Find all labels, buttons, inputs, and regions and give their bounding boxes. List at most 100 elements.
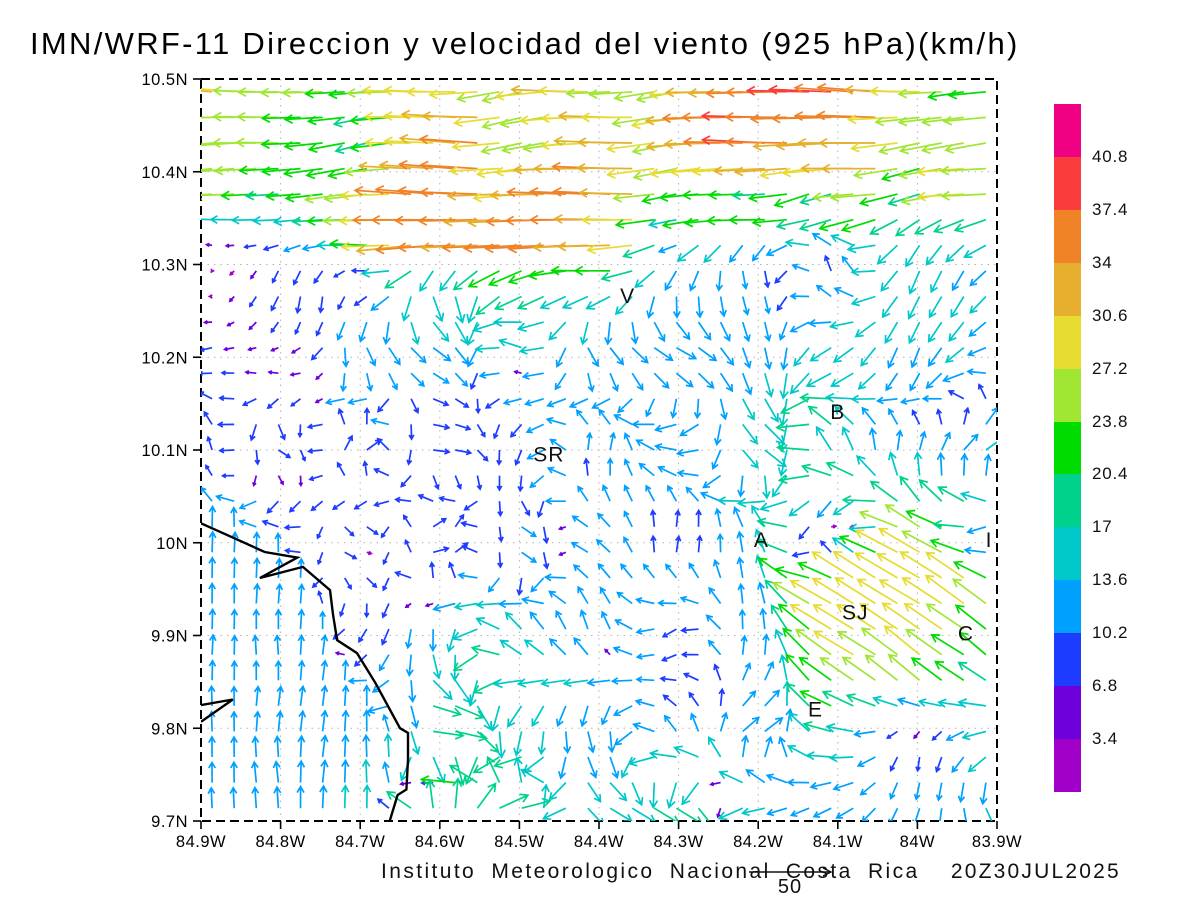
- y-tick-label: 10.2N: [141, 349, 188, 367]
- wind-arrow: [911, 409, 921, 425]
- wind-arrow: [887, 347, 899, 369]
- wind-arrow: [596, 512, 611, 528]
- wind-arrow: [936, 451, 946, 476]
- wind-arrow: [815, 110, 876, 121]
- wind-arrow: [283, 524, 301, 531]
- wind-arrow: [283, 141, 323, 151]
- station-label-i: I: [986, 529, 993, 552]
- wind-arrow: [824, 392, 854, 403]
- wind-arrow: [229, 760, 238, 783]
- wind-arrow: [478, 371, 500, 379]
- wind-arrow: [253, 710, 262, 732]
- wind-arrow: [381, 761, 390, 783]
- wind-arrow: [676, 244, 700, 262]
- wind-arrow: [288, 500, 302, 513]
- wind-arrow: [208, 659, 217, 681]
- wind-arrow: [759, 607, 768, 630]
- wind-arrow: [631, 782, 644, 807]
- wind-arrow: [499, 793, 530, 809]
- wind-arrow: [631, 347, 649, 364]
- wind-arrow: [583, 457, 590, 476]
- footer: Instituto Meteorologico Nacional Costa R…: [381, 860, 1121, 884]
- wind-arrow: [755, 538, 788, 554]
- wind-arrow: [572, 564, 589, 579]
- wind-arrow: [439, 270, 456, 292]
- wind-arrow: [408, 680, 417, 704]
- wind-arrow: [812, 604, 854, 630]
- wind-arrow: [366, 705, 390, 715]
- colorbar: [1054, 104, 1081, 793]
- wind-arrow: [524, 397, 544, 407]
- wind-arrow: [869, 480, 899, 502]
- wind-arrow: [657, 244, 677, 254]
- wind-arrow: [402, 514, 412, 528]
- wind-arrow: [898, 142, 942, 155]
- wind-arrow: [613, 413, 633, 426]
- wind-arrow: [317, 296, 325, 314]
- wind-arrow: [222, 346, 235, 352]
- wind-arrow: [664, 270, 678, 292]
- wind-arrow: [597, 562, 611, 579]
- wind-arrow: [544, 497, 566, 505]
- wind-arrow: [661, 218, 699, 230]
- wind-arrow: [959, 490, 987, 503]
- wind-arrow: [742, 449, 759, 469]
- wind-arrow: [410, 321, 421, 346]
- x-tick-label: 84.6W: [415, 833, 465, 851]
- wind-arrow: [818, 218, 854, 232]
- wind-arrow: [586, 244, 633, 255]
- wind-arrow: [410, 705, 420, 729]
- wind-arrow: [433, 423, 451, 431]
- wind-arrow: [856, 756, 876, 768]
- wind-arrow: [366, 526, 379, 536]
- wind-arrow: [587, 89, 633, 99]
- wind-arrow: [493, 295, 522, 311]
- wind-arrow: [880, 270, 899, 292]
- wind-arrow: [526, 449, 545, 460]
- colorbar-segment: [1054, 633, 1081, 687]
- chart-title: IMN/WRF-11 Direccion y velocidad del vie…: [30, 26, 1020, 61]
- wind-arrow: [888, 807, 899, 821]
- wind-arrow: [208, 735, 216, 758]
- wind-arrow: [942, 115, 986, 126]
- wind-arrow: [353, 295, 368, 307]
- wind-arrow: [954, 604, 987, 630]
- wind-arrow: [717, 496, 743, 506]
- wind-arrow: [983, 453, 992, 476]
- wind-arrow: [410, 372, 426, 388]
- wind-arrow: [404, 538, 412, 553]
- x-tick-label: 84.5W: [494, 833, 544, 851]
- wind-arrow: [707, 639, 722, 656]
- wind-arrow: [369, 417, 390, 426]
- wind-arrow: [507, 270, 544, 285]
- wind-arrow: [457, 572, 478, 580]
- wind-arrow: [699, 491, 721, 502]
- wind-arrow: [454, 705, 485, 720]
- wind-arrow: [492, 424, 501, 440]
- wind-arrow: [858, 193, 898, 207]
- wind-arrow: [835, 603, 876, 630]
- wind-arrow: [496, 731, 506, 759]
- wind-arrow: [464, 756, 479, 786]
- colorbar-label: 20.4: [1092, 464, 1129, 484]
- wind-arrow: [600, 610, 611, 630]
- wind-arrow: [418, 187, 478, 198]
- wind-arrow: [466, 296, 479, 324]
- wind-arrow: [612, 646, 633, 656]
- wind-arrow: [632, 722, 655, 733]
- wind-arrow: [254, 449, 261, 466]
- wind-arrow: [763, 372, 775, 398]
- wind-arrow: [793, 347, 810, 367]
- colorbar-segment: [1054, 421, 1081, 475]
- wind-arrow: [708, 586, 722, 605]
- wind-arrow: [381, 713, 390, 732]
- wind-arrow: [828, 753, 854, 763]
- wind-arrow: [765, 773, 788, 784]
- wind-arrow: [579, 321, 589, 346]
- wind-arrow: [642, 563, 655, 579]
- wind-arrow: [446, 628, 457, 653]
- wind-arrow: [607, 731, 616, 754]
- wind-arrow: [277, 449, 292, 459]
- wind-arrow: [541, 807, 567, 821]
- wind-arrow: [266, 500, 280, 514]
